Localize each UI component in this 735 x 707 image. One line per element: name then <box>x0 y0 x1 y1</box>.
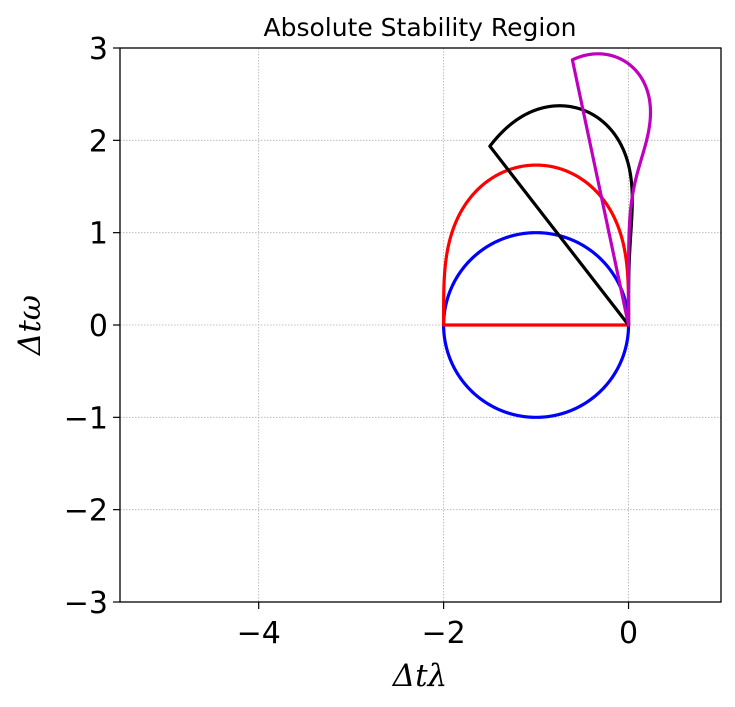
y-axis-label: Δtω <box>12 295 48 356</box>
series-line-2 <box>442 163 631 327</box>
chart-title: Absolute Stability Region <box>263 13 576 42</box>
x-tick-label: −2 <box>421 616 465 651</box>
y-tick-label: 1 <box>89 217 108 252</box>
x-tick-label: 0 <box>619 616 638 651</box>
tick-layer: −4 −2 0 −3 −2 −1 0 1 2 3 <box>64 32 638 651</box>
y-tick-label: 2 <box>89 124 108 159</box>
series-line-4 <box>570 52 653 327</box>
series-layer <box>442 52 653 419</box>
grid <box>120 47 721 603</box>
y-tick-label: −2 <box>64 494 108 529</box>
series-line-3 <box>488 104 634 327</box>
x-tick-label: −4 <box>237 616 281 651</box>
y-tick-label: −3 <box>64 586 108 621</box>
y-tick-label: 0 <box>89 309 108 344</box>
y-tick-label: 3 <box>89 32 108 67</box>
y-tick-label: −1 <box>64 401 108 436</box>
x-axis-label: Δtλ <box>392 658 448 694</box>
